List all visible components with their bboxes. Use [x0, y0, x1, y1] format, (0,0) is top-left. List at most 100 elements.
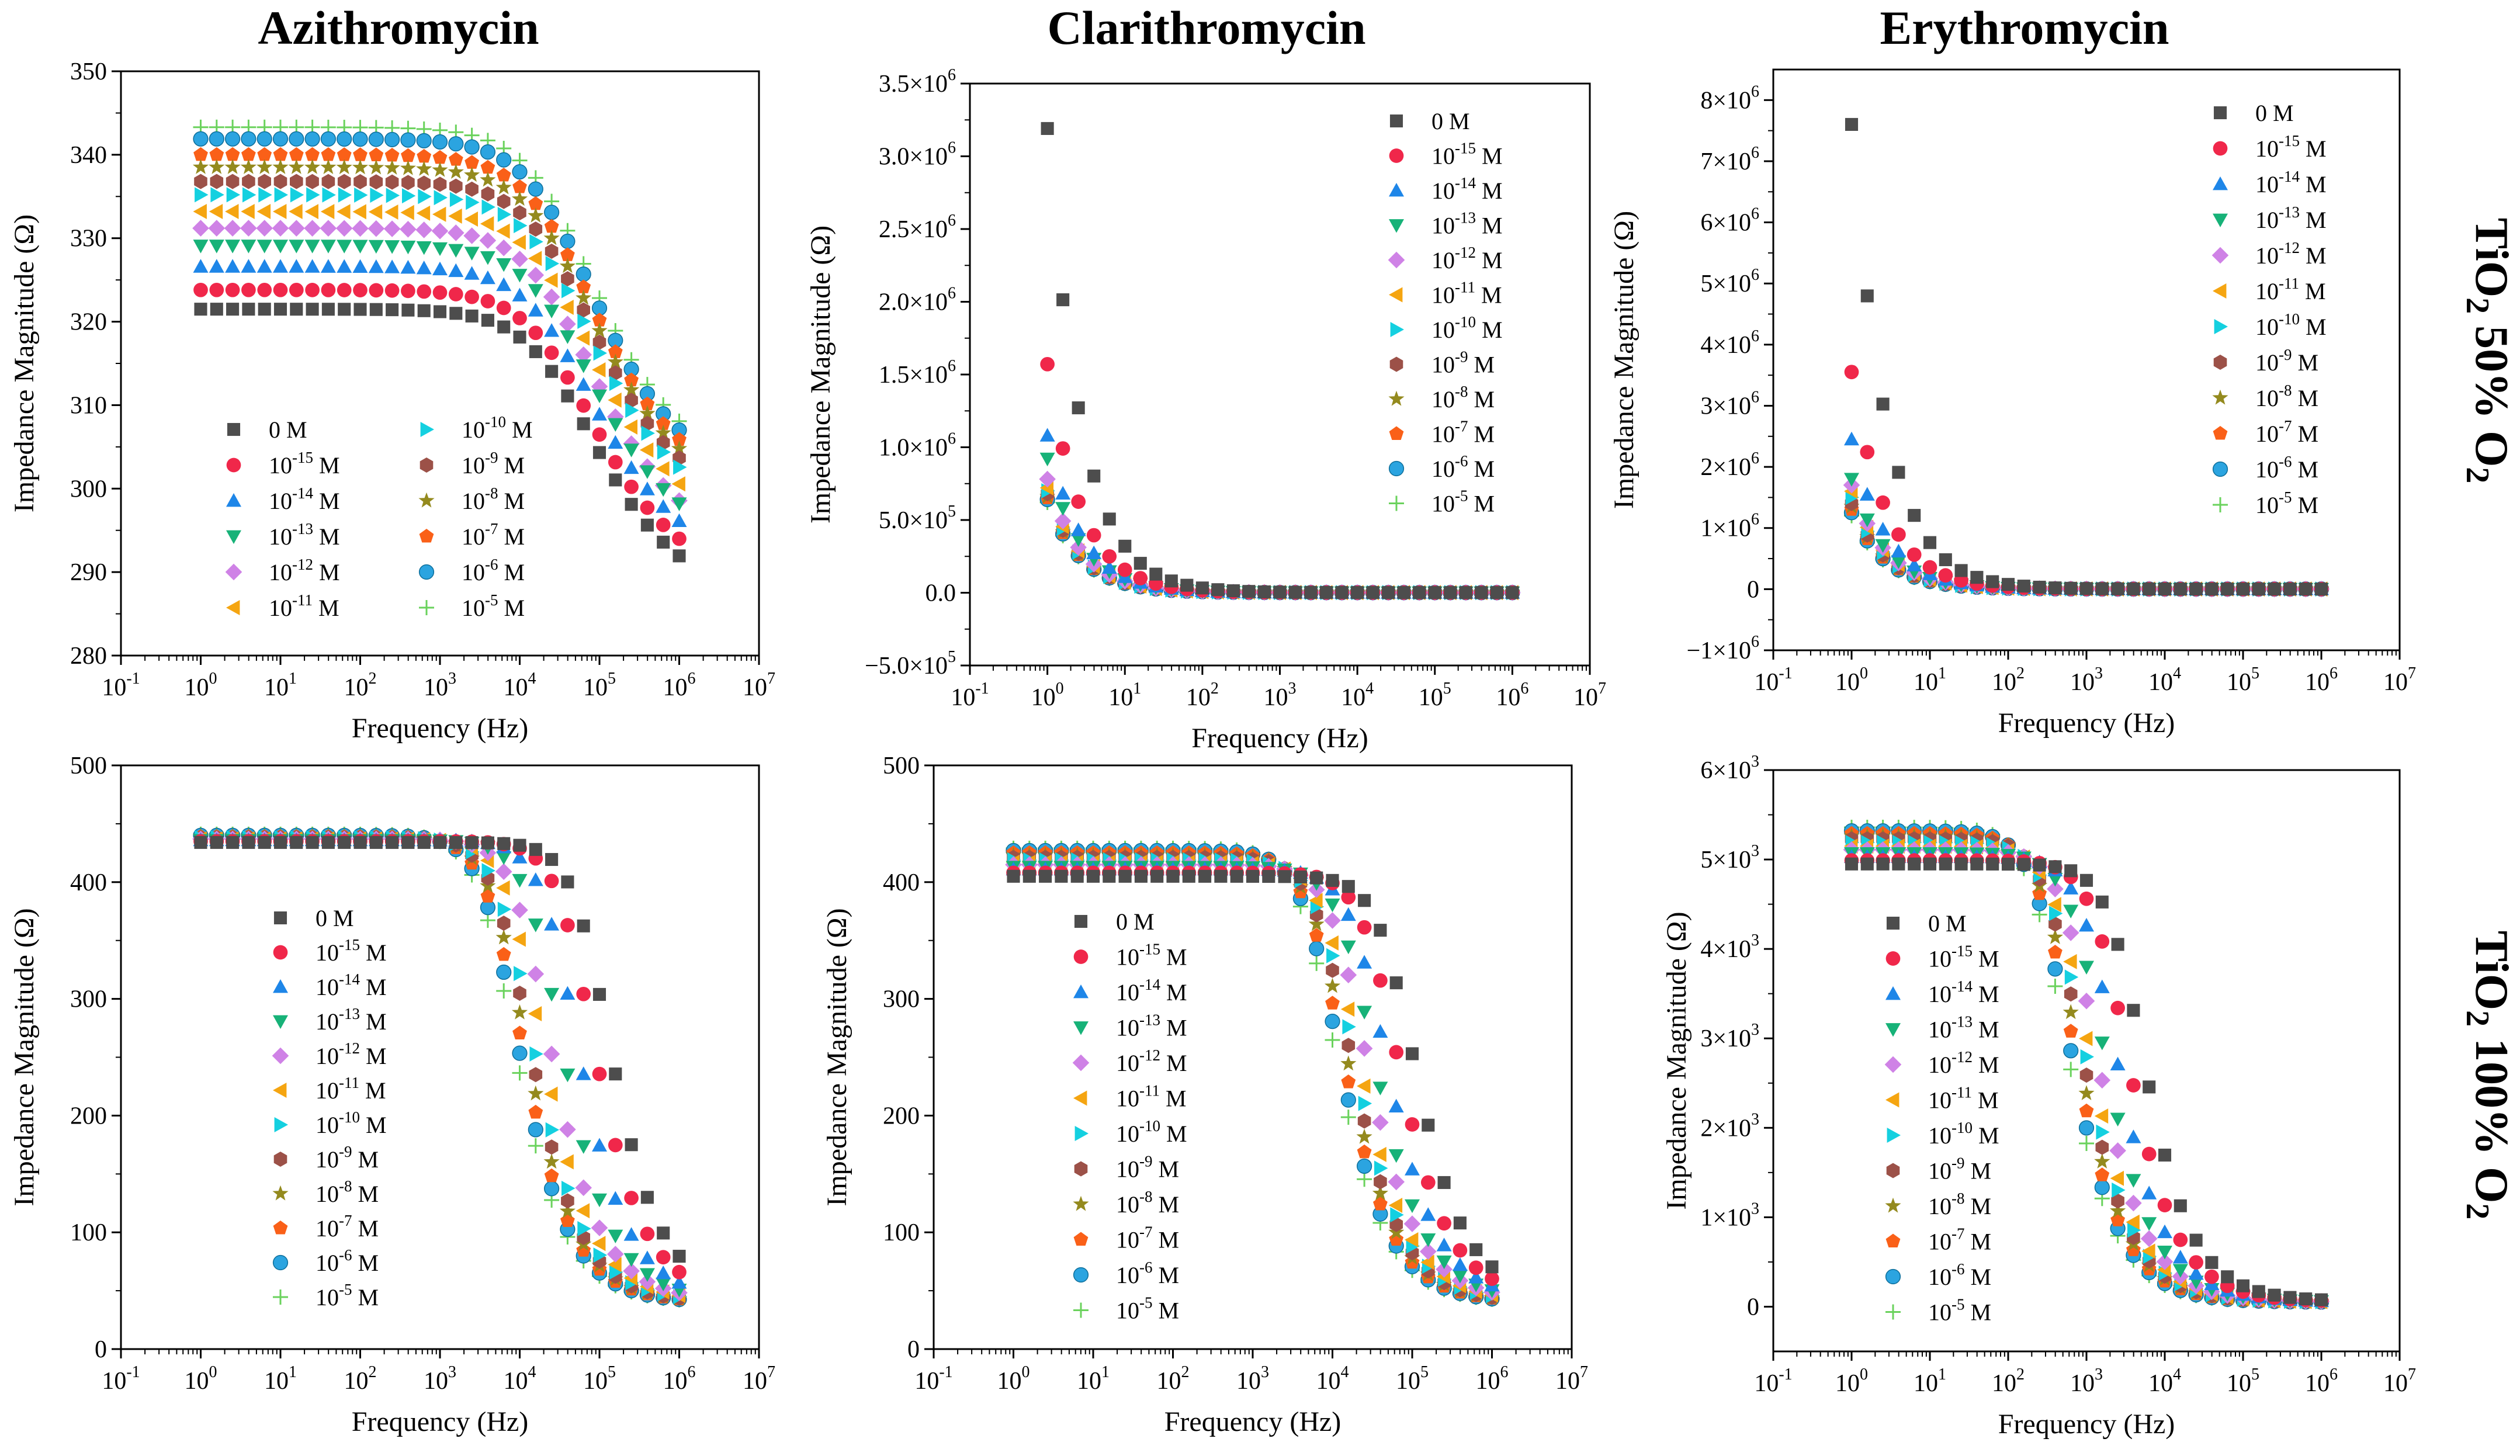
point--6	[480, 144, 496, 160]
x-tick-label: 105	[2227, 1365, 2259, 1397]
point-0	[2268, 1288, 2281, 1302]
point--15	[544, 345, 559, 360]
point--14	[2094, 979, 2110, 993]
x-tick-label: 106	[2305, 664, 2338, 696]
point--12	[431, 223, 449, 240]
x-tick-label: 106	[1496, 680, 1528, 711]
point--14	[2141, 1185, 2157, 1200]
point--10	[449, 192, 464, 207]
y-tick-label: 3×103	[1700, 1021, 1759, 1052]
legend-marker	[1390, 322, 1404, 337]
point--11	[592, 362, 606, 377]
point--9	[385, 174, 399, 190]
x-tick-label: 10-1	[1754, 1365, 1792, 1397]
point--7	[560, 1213, 575, 1227]
y-tick-label: 2.0×106	[879, 285, 956, 316]
x-axis-label: Frequency (Hz)	[1998, 708, 2175, 739]
point--13	[656, 483, 671, 497]
x-tick-label: 101	[1108, 680, 1141, 711]
legend-label: 10-12 M	[269, 556, 340, 585]
point--8	[2110, 1202, 2126, 1218]
point--13	[639, 1268, 655, 1282]
point--8	[1308, 916, 1325, 931]
point--7	[512, 179, 527, 193]
point-0	[1134, 557, 1147, 570]
point--7	[432, 150, 448, 164]
point--15	[1907, 547, 1922, 562]
point-0	[2111, 582, 2124, 595]
point--8	[272, 159, 289, 174]
point--8	[256, 159, 273, 174]
point--7	[305, 147, 320, 161]
point--8	[576, 289, 592, 305]
legend-marker	[2213, 176, 2228, 190]
point--9	[2048, 916, 2062, 932]
point--10	[2096, 1124, 2110, 1140]
point--13	[623, 1253, 639, 1267]
point--5	[512, 1065, 528, 1081]
x-tick-label: 101	[264, 1363, 297, 1395]
x-tick-label: 104	[1341, 680, 1374, 711]
point-0	[2048, 860, 2062, 873]
legend-label: 0 M	[269, 417, 307, 443]
point--12	[1054, 512, 1072, 530]
point--10	[2049, 906, 2063, 921]
y-tick-label: 400	[70, 869, 107, 896]
point--10	[593, 1247, 607, 1263]
point--14	[2110, 1056, 2126, 1070]
legend-marker	[226, 600, 240, 615]
point--9	[401, 175, 415, 190]
point-0	[2236, 1279, 2250, 1292]
x-tick-label: 102	[1992, 1365, 2025, 1397]
point--13	[623, 443, 639, 457]
point--8	[2063, 1004, 2079, 1020]
point--13	[432, 242, 448, 256]
point--7	[576, 1243, 591, 1257]
point-0	[2158, 583, 2172, 596]
y-tick-label: 200	[70, 1103, 107, 1129]
point--6	[1309, 941, 1325, 956]
point--10	[226, 187, 241, 203]
point-0	[1469, 1243, 1483, 1256]
x-tick-label: 107	[2383, 1365, 2416, 1397]
x-tick-label: 10-1	[951, 680, 989, 711]
point--14	[2063, 880, 2079, 895]
point--12	[559, 316, 576, 332]
point--12	[368, 220, 385, 237]
point--11	[1405, 1232, 1419, 1248]
point-0	[1413, 586, 1426, 599]
point-0	[242, 303, 255, 316]
point--7	[656, 416, 671, 430]
y-tick-label: 2×106	[1700, 449, 1759, 481]
point--13	[1420, 1233, 1436, 1247]
point--13	[544, 304, 560, 318]
point--7	[401, 148, 415, 162]
point-0	[210, 836, 223, 849]
point-0	[2221, 583, 2234, 596]
point-0	[1908, 509, 1921, 522]
point--12	[2140, 1230, 2158, 1247]
point--15	[1453, 1243, 1468, 1258]
point--11	[320, 204, 335, 220]
point-0	[2205, 1256, 2219, 1269]
point--11	[608, 1257, 622, 1273]
point--7	[528, 196, 543, 210]
point-0	[2252, 1285, 2265, 1298]
point--13	[512, 269, 528, 283]
point--11	[544, 272, 558, 288]
point--15	[257, 282, 272, 297]
point--6	[2078, 1120, 2095, 1136]
point--14	[1101, 560, 1117, 574]
point--15	[576, 986, 591, 1001]
point--15	[608, 1138, 623, 1153]
point--14	[1039, 428, 1055, 442]
point--6	[544, 204, 560, 220]
point--8	[464, 167, 480, 182]
point-0	[194, 836, 207, 849]
point-0	[625, 1138, 638, 1152]
point-0	[1428, 586, 1441, 599]
y-tick-label: 300	[70, 986, 107, 1013]
point--7	[2079, 1103, 2094, 1118]
point-0	[1453, 1216, 1467, 1230]
legend-label: 10-9 M	[462, 449, 525, 479]
